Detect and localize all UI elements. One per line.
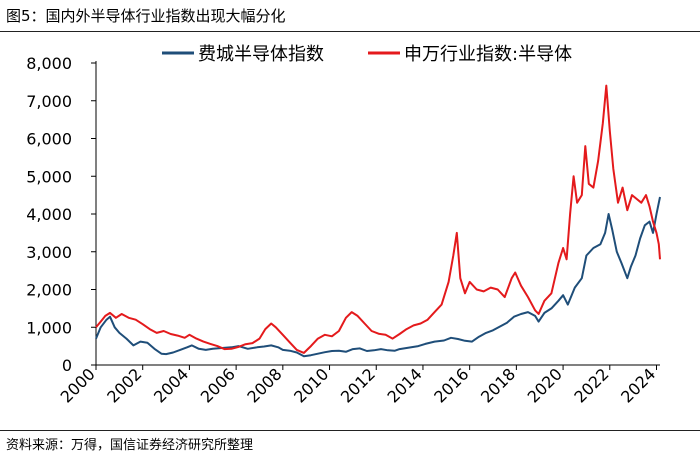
series-lines: [95, 84, 661, 358]
source-note: 资料来源：万得，国信证券经济研究所整理: [6, 438, 254, 453]
x-tick-label: 2014: [384, 364, 426, 406]
y-axis: 0 1,000 2,000 3,000 4,000 5,000 6,000 7,000 8,00…: [26, 54, 97, 375]
x-tick-label: 2004: [150, 364, 192, 406]
legend-label-series-1: 申万行业指数:半导体: [404, 44, 572, 65]
figure-title: 图5：国内外半导体行业指数出现大幅分化: [6, 7, 286, 25]
series-line-1: [95, 84, 661, 354]
legend-label-series-0: 费城半导体指数: [198, 44, 324, 65]
x-tick-label: 2022: [570, 364, 612, 406]
x-tick-label: 2002: [103, 364, 145, 406]
x-tick-label: 2012: [337, 364, 379, 406]
top-rule: [0, 31, 700, 32]
y-tick-label: 5,000: [26, 167, 72, 186]
x-tick-label: 2018: [477, 364, 519, 406]
legend: 费城半导体指数 申万行业指数:半导体: [162, 44, 572, 65]
x-axis: 2000 2002 2004 2006 2008 2010 2012 2014 2016 2018…: [57, 364, 660, 407]
x-tick-label: 2024: [617, 364, 659, 406]
y-tick-label: 1,000: [26, 318, 72, 337]
series-line-0: [95, 196, 661, 358]
plot-area: 0 1,000 2,000 3,000 4,000 5,000 6,000 7,000 8,00…: [26, 54, 661, 407]
y-tick-label: 8,000: [26, 54, 72, 73]
x-tick-label: 2008: [243, 364, 285, 406]
y-tick-label: 3,000: [26, 243, 72, 262]
x-tick-label: 2006: [197, 364, 239, 406]
y-tick-label: 4,000: [26, 205, 72, 224]
x-tick-label: 2020: [524, 364, 566, 406]
line-chart: 费城半导体指数 申万行业指数:半导体 0 1,000 2,000 3,000 4,000…: [26, 44, 661, 407]
y-tick-label: 0: [62, 356, 72, 375]
bottom-rule: [0, 430, 700, 431]
y-tick-label: 6,000: [26, 130, 72, 149]
x-tick-label: 2010: [290, 364, 332, 406]
y-tick-label: 7,000: [26, 92, 72, 111]
x-tick-label: 2016: [430, 364, 472, 406]
y-tick-label: 2,000: [26, 281, 72, 300]
